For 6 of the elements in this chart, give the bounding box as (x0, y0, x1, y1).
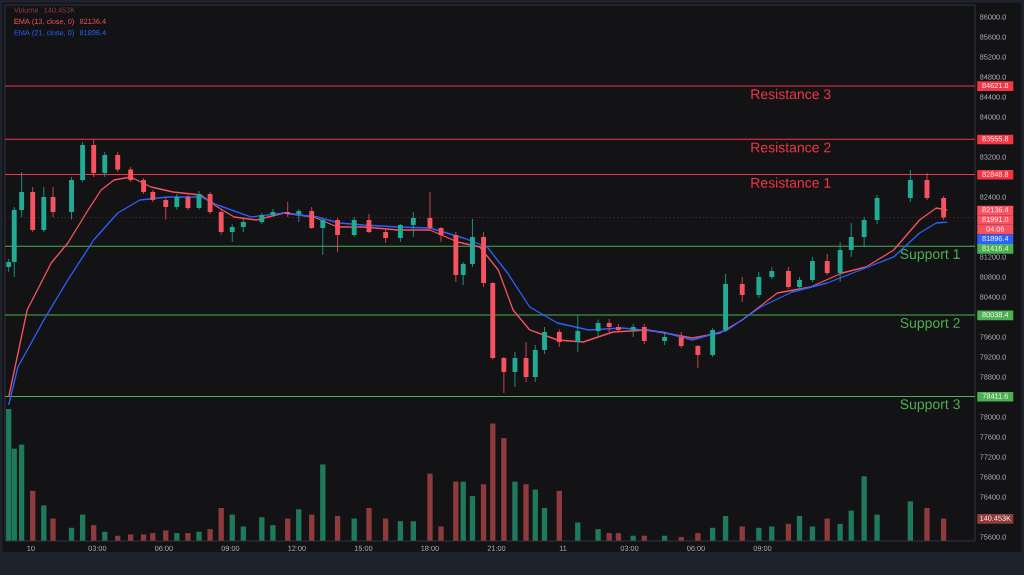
ref-line-label: Support 1 (900, 249, 960, 262)
ref-line-label: Support 2 (900, 318, 960, 331)
ref-line-label: Resistance 3 (751, 88, 831, 100)
ref-line-label: Resistance 1 (751, 177, 831, 188)
ref-line-label: Support 3 (900, 399, 960, 413)
ref-line-label: Resistance 2 (751, 142, 831, 153)
